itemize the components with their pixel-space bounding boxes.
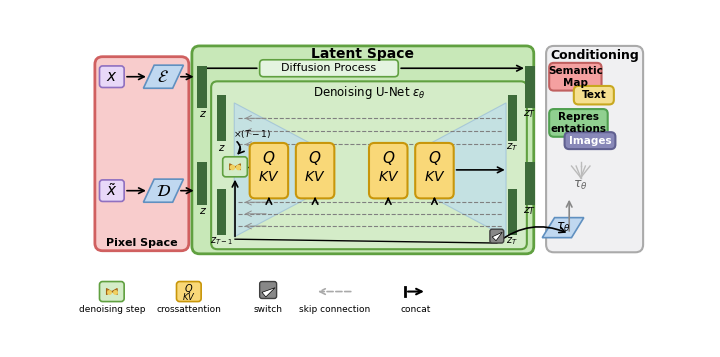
Bar xyxy=(217,189,226,235)
FancyBboxPatch shape xyxy=(549,63,601,91)
FancyBboxPatch shape xyxy=(211,81,527,249)
Polygon shape xyxy=(143,179,184,202)
FancyBboxPatch shape xyxy=(369,143,408,198)
Text: z: z xyxy=(199,206,205,216)
Text: $\tilde{x}$: $\tilde{x}$ xyxy=(106,182,117,199)
Text: $KV$: $KV$ xyxy=(305,170,325,184)
FancyBboxPatch shape xyxy=(549,109,608,137)
Polygon shape xyxy=(234,103,324,237)
FancyBboxPatch shape xyxy=(99,66,124,87)
FancyBboxPatch shape xyxy=(546,46,643,252)
Polygon shape xyxy=(492,232,503,241)
Text: $KV$: $KV$ xyxy=(258,170,279,184)
Polygon shape xyxy=(262,288,275,297)
Text: Pixel Space: Pixel Space xyxy=(106,238,178,248)
FancyBboxPatch shape xyxy=(490,229,504,243)
Polygon shape xyxy=(417,103,506,237)
Text: concat: concat xyxy=(400,305,431,314)
Text: z: z xyxy=(199,110,205,120)
FancyBboxPatch shape xyxy=(415,143,454,198)
Text: Repres
entations: Repres entations xyxy=(550,112,606,134)
Polygon shape xyxy=(143,65,184,88)
Text: $Q$: $Q$ xyxy=(382,150,395,167)
FancyBboxPatch shape xyxy=(192,46,534,254)
Text: $\tau_\theta$: $\tau_\theta$ xyxy=(556,221,570,234)
Text: Conditioning: Conditioning xyxy=(550,49,639,62)
FancyBboxPatch shape xyxy=(99,282,124,302)
Text: $Q$: $Q$ xyxy=(308,150,322,167)
Text: $\mathcal{D}$: $\mathcal{D}$ xyxy=(156,182,171,200)
FancyBboxPatch shape xyxy=(222,157,248,177)
Text: $KV$: $KV$ xyxy=(424,170,445,184)
Text: $z_T$: $z_T$ xyxy=(506,235,518,247)
Text: $Q$: $Q$ xyxy=(184,282,194,295)
Text: $\mathcal{E}$: $\mathcal{E}$ xyxy=(158,68,169,86)
Text: Text: Text xyxy=(582,90,606,100)
Polygon shape xyxy=(235,164,240,170)
Text: skip connection: skip connection xyxy=(299,305,370,314)
FancyBboxPatch shape xyxy=(296,143,334,198)
Bar xyxy=(508,189,517,235)
Polygon shape xyxy=(107,288,112,295)
FancyBboxPatch shape xyxy=(574,86,614,105)
Text: $Q$: $Q$ xyxy=(262,150,276,167)
Bar xyxy=(525,162,535,205)
Text: Images: Images xyxy=(569,136,611,146)
Polygon shape xyxy=(112,288,117,295)
Text: $KV$: $KV$ xyxy=(377,170,399,184)
Polygon shape xyxy=(542,218,584,238)
Text: $\times(T-1)$: $\times(T-1)$ xyxy=(233,128,271,140)
Bar xyxy=(197,66,207,108)
Bar xyxy=(525,66,535,108)
Text: $z_T$: $z_T$ xyxy=(523,109,536,120)
FancyBboxPatch shape xyxy=(176,282,201,302)
Text: Denoising U-Net $\epsilon_\theta$: Denoising U-Net $\epsilon_\theta$ xyxy=(312,84,426,101)
FancyBboxPatch shape xyxy=(99,180,124,201)
Text: z: z xyxy=(218,142,224,152)
Text: Latent Space: Latent Space xyxy=(311,47,414,61)
Polygon shape xyxy=(230,164,235,170)
Text: $z_T$: $z_T$ xyxy=(523,205,536,217)
FancyBboxPatch shape xyxy=(250,143,288,198)
Text: $Q$: $Q$ xyxy=(428,150,441,167)
FancyBboxPatch shape xyxy=(260,60,398,77)
Bar xyxy=(197,162,207,205)
Text: $KV$: $KV$ xyxy=(182,291,196,302)
FancyBboxPatch shape xyxy=(564,132,616,149)
Text: Semantic
Map: Semantic Map xyxy=(548,66,603,87)
Text: $z_{T-1}$: $z_{T-1}$ xyxy=(210,235,233,247)
FancyBboxPatch shape xyxy=(260,282,276,298)
FancyBboxPatch shape xyxy=(95,57,189,251)
Text: $x$: $x$ xyxy=(106,69,117,84)
Text: Diffusion Process: Diffusion Process xyxy=(282,63,377,73)
Bar xyxy=(217,95,226,141)
Bar xyxy=(508,95,517,141)
Text: $z_T$: $z_T$ xyxy=(506,142,518,154)
Text: $\tau_\theta$: $\tau_\theta$ xyxy=(573,179,588,192)
Text: switch: switch xyxy=(253,305,283,314)
Text: crossattention: crossattention xyxy=(156,305,221,314)
Text: denoising step: denoising step xyxy=(78,305,145,314)
